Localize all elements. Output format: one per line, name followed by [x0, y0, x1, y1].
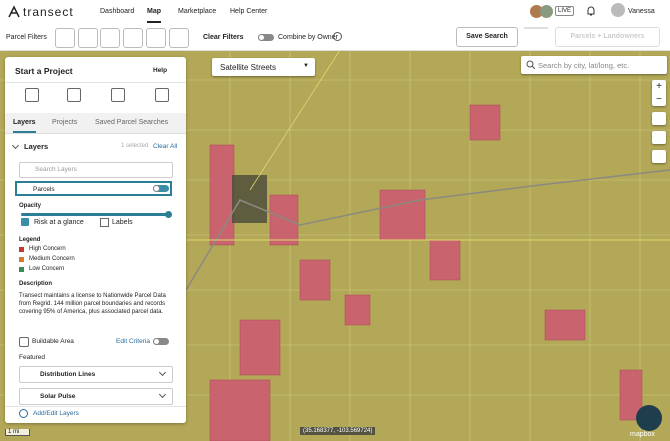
user-name[interactable]: Vanessa: [628, 8, 655, 15]
filter-button[interactable]: [78, 28, 98, 48]
nav-link[interactable]: Dashboard: [100, 8, 135, 15]
add-edit-layers[interactable]: Add/Edit Layers: [33, 410, 79, 417]
project-icon[interactable]: [155, 88, 169, 102]
toolbar-label: Parcel Filters: [6, 34, 47, 41]
nav-link[interactable]: Help Center: [230, 8, 268, 15]
checkbox-checked[interactable]: [21, 218, 29, 226]
opacity-slider[interactable]: [21, 213, 167, 216]
more-tool[interactable]: [652, 150, 666, 163]
legend-item: Medium Concern: [29, 256, 75, 262]
combine-label: Combine by Owner: [278, 34, 338, 41]
nav-link[interactable]: Marketplace: [178, 8, 217, 15]
side-panel: Start a Project Help Layers Projects Sav…: [5, 57, 186, 423]
help-link[interactable]: Help: [153, 67, 168, 74]
coordinates: (35.168377, -103.569724): [300, 427, 376, 435]
live-badge: LIVE: [555, 6, 575, 16]
section-title: Layers: [24, 142, 49, 151]
checkbox-label: Labels: [112, 219, 133, 226]
zoom-in[interactable]: +: [656, 81, 662, 92]
layer-name: Buildable Area: [32, 338, 74, 345]
tab[interactable]: Layers: [13, 119, 36, 133]
project-icon[interactable]: [111, 88, 125, 102]
expand-icon: [158, 368, 167, 377]
filter-button[interactable]: [123, 28, 143, 48]
legend-item: Low Concern: [29, 266, 65, 272]
panel-title: Start a Project: [15, 66, 73, 76]
map-search[interactable]: Search by city, lat/long, etc.: [521, 56, 667, 74]
avatar: [530, 5, 543, 18]
save-search[interactable]: Save Search: [456, 27, 518, 47]
selected-count: 1 selected: [121, 143, 149, 149]
chat-button[interactable]: [636, 405, 662, 431]
slider-handle[interactable]: [165, 211, 172, 218]
featured-name: Solar Pulse: [40, 393, 76, 400]
filter-button[interactable]: [169, 28, 189, 48]
nav-link[interactable]: Map: [147, 8, 161, 23]
legend-swatch: [19, 247, 24, 252]
opacity-label: Opacity: [19, 203, 42, 209]
style-dropdown[interactable]: Satellite Streets ▼: [212, 58, 315, 76]
clear-all[interactable]: Clear All: [153, 143, 178, 150]
project-icon[interactable]: [25, 88, 39, 102]
project-icon[interactable]: [67, 88, 81, 102]
expand-icon: [158, 390, 167, 399]
avatar: [540, 5, 553, 18]
legend-swatch: [19, 257, 24, 262]
zoom-out[interactable]: −: [656, 94, 662, 105]
collapse-icon[interactable]: [11, 141, 20, 150]
search-placeholder: Search by city, lat/long, etc.: [538, 61, 630, 70]
layer-search[interactable]: Search Layers: [19, 162, 173, 178]
tab[interactable]: Projects: [52, 119, 78, 126]
edit-criteria[interactable]: Edit Criteria: [116, 338, 150, 345]
featured-layer[interactable]: Distribution Lines: [19, 366, 173, 383]
settings-icon: [19, 409, 28, 418]
filter-button[interactable]: [100, 28, 120, 48]
delete-tool[interactable]: [652, 131, 666, 144]
layer-search-placeholder: Search Layers: [35, 166, 77, 173]
search-icon: [526, 60, 535, 69]
filter-button[interactable]: [55, 28, 75, 48]
filter-button[interactable]: [146, 28, 166, 48]
mapbox-attribution: mapbox: [630, 431, 655, 438]
parcels-layer[interactable]: Parcels: [15, 181, 172, 196]
bell-icon[interactable]: [586, 5, 596, 17]
featured-name: Distribution Lines: [40, 371, 96, 378]
tab[interactable]: Saved Parcel Searches: [95, 119, 169, 126]
legend-swatch: [19, 267, 24, 272]
logo-text: transect: [23, 5, 74, 19]
featured-title: Featured: [19, 354, 46, 361]
layer-toggle[interactable]: [153, 185, 169, 192]
dropdown-arrow: ▼: [303, 63, 309, 69]
buildable-icon: [19, 337, 29, 347]
checkbox-label: Risk at a glance: [34, 219, 84, 226]
legend-item: High Concern: [29, 246, 66, 252]
combine-toggle[interactable]: [258, 34, 274, 41]
user-avatar[interactable]: [611, 3, 625, 17]
parcels-landowners: Parcels + Landowners: [555, 27, 660, 47]
clear-filters[interactable]: Clear Filters: [203, 34, 244, 41]
zoom-control: + −: [652, 80, 666, 106]
logo-icon: [8, 5, 20, 18]
legend-title: Legend: [19, 237, 41, 243]
layer-toggle[interactable]: [153, 338, 169, 345]
description-text: Transect maintains a license to Nationwi…: [19, 293, 166, 315]
checkbox[interactable]: [100, 218, 109, 227]
top-nav: transect Dashboard Map Marketplace Help …: [0, 0, 670, 26]
description-title: Description: [19, 281, 53, 287]
scale-bar: 1 mi: [5, 429, 31, 436]
measure-tool[interactable]: [652, 112, 666, 125]
style-label: Satellite Streets: [220, 63, 277, 72]
layer-name: Parcels: [33, 186, 55, 193]
disabled-button: [524, 27, 548, 29]
help-icon[interactable]: [333, 32, 342, 41]
featured-layer[interactable]: Solar Pulse: [19, 388, 173, 405]
